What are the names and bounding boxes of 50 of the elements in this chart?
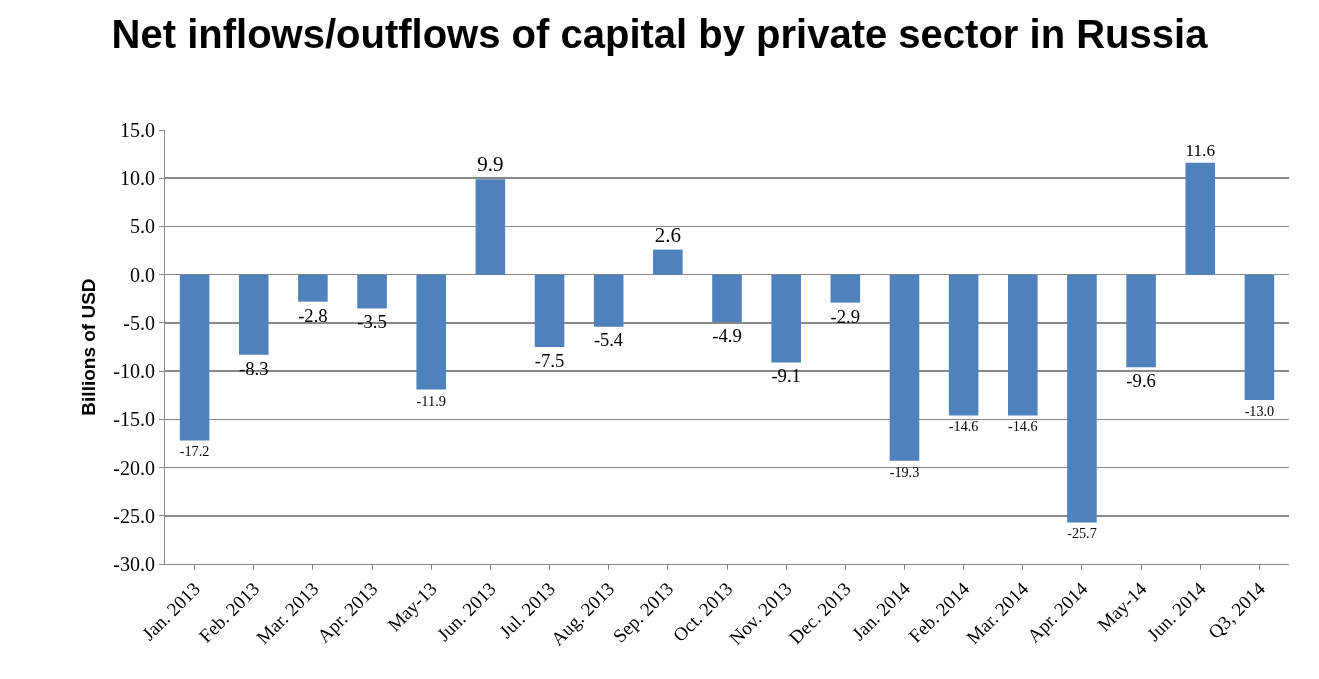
y-tick-label: 10.0: [120, 167, 155, 190]
data-label: 11.6: [1185, 140, 1216, 160]
bar: [298, 274, 328, 302]
bar: [653, 249, 683, 275]
bar: [948, 274, 979, 416]
bar: [889, 274, 920, 461]
bar: [534, 274, 565, 347]
y-axis-title: Billions of USD: [78, 278, 100, 416]
bar: [238, 274, 269, 355]
bar: [416, 274, 446, 390]
y-tick-label: -20.0: [113, 456, 155, 479]
data-label: -14.6: [948, 418, 979, 435]
y-tick-label: 15.0: [120, 119, 155, 141]
bar: [1185, 162, 1216, 275]
bar: [1244, 274, 1275, 401]
bar: [771, 274, 801, 363]
data-label: -14.6: [1008, 418, 1038, 435]
data-label: 9.9: [477, 152, 504, 177]
y-tick-label: -10.0: [113, 360, 155, 383]
data-label: 2.6: [654, 222, 681, 247]
chart-title: Net inflows/outflows of capital by private sector in Russia: [111, 12, 1209, 57]
bar: [1126, 274, 1156, 368]
bar: [475, 179, 506, 275]
data-label: -25.7: [1067, 525, 1097, 542]
data-label: -2.9: [830, 305, 861, 327]
bar: [712, 274, 742, 322]
y-tick-label: -25.0: [113, 504, 155, 527]
y-tick-label: -5.0: [123, 311, 155, 334]
data-label: -8.3: [238, 357, 269, 379]
bar: [1067, 274, 1097, 523]
data-label: -19.3: [889, 463, 920, 480]
data-label: -7.5: [534, 349, 565, 371]
bar: [357, 274, 387, 309]
y-tick-label: -15.0: [113, 408, 155, 431]
bar: [179, 274, 210, 441]
data-label: -4.9: [712, 324, 742, 346]
data-label: -5.4: [593, 330, 624, 351]
data-label: -3.5: [357, 311, 387, 333]
bar: [830, 274, 861, 303]
data-label: -11.9: [416, 392, 446, 409]
y-tick-label: 5.0: [130, 215, 155, 238]
data-label: -17.2: [179, 443, 210, 460]
bar: [593, 274, 624, 327]
data-label: -9.6: [1126, 370, 1156, 392]
y-tick-label: -30.0: [113, 553, 155, 575]
bar: [1008, 274, 1038, 416]
data-label: -13.0: [1244, 402, 1275, 419]
data-label: -9.1: [771, 365, 801, 387]
data-label: -2.8: [298, 304, 328, 326]
y-tick-label: 0.0: [130, 263, 155, 286]
